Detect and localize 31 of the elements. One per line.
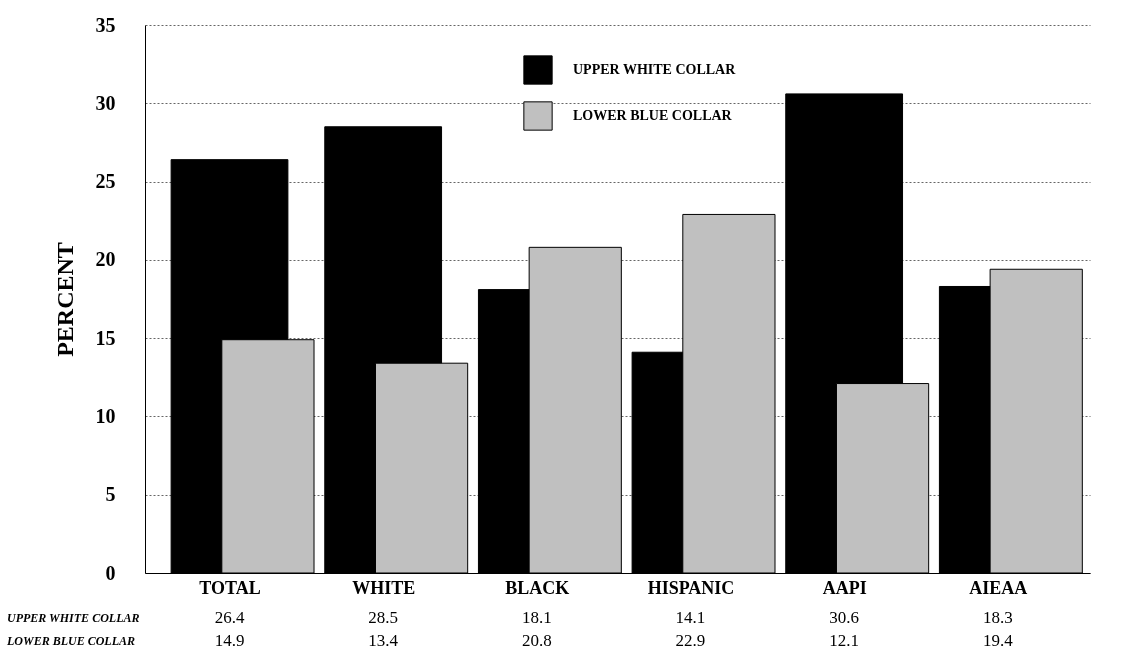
data-label: 26.4	[214, 608, 245, 627]
x-tick-label: AIEAA	[969, 577, 1028, 598]
data-label: 18.1	[521, 608, 552, 627]
data-label: 19.4	[982, 631, 1014, 650]
y-tick-label: 5	[105, 483, 116, 506]
data-label: 14.1	[675, 608, 706, 627]
data-label: 12.1	[829, 631, 860, 650]
x-tick-label: BLACK	[505, 577, 570, 598]
text: LOWER BLUE COLLAR	[7, 634, 136, 648]
data-label: 14.9	[214, 631, 245, 650]
x-tick-label: HISPANIC	[647, 577, 735, 598]
y-tick-label: 20	[95, 248, 116, 271]
legend-label: UPPER WHITE COLLAR	[573, 62, 737, 77]
y-tick-label: 35	[95, 13, 116, 36]
y-tick-label: 0	[105, 561, 116, 584]
y-tick-label: 10	[95, 404, 116, 427]
data-label: 22.9	[675, 631, 706, 650]
legend-label: LOWER BLUE COLLAR	[573, 108, 733, 123]
x-tick-label: TOTAL	[199, 577, 261, 598]
data-label: 20.8	[521, 631, 552, 650]
x-tick-label: WHITE	[352, 577, 416, 598]
x-tick-label: AAPI	[822, 577, 867, 598]
data-label: 28.5	[368, 608, 399, 627]
y-tick-label: 25	[95, 170, 116, 193]
y-tick-label: 15	[95, 326, 116, 349]
text: UPPER WHITE COLLAR	[7, 611, 140, 625]
y-tick-label: 30	[95, 91, 116, 114]
data-label: 30.6	[829, 608, 860, 627]
data-label: 18.3	[982, 608, 1013, 627]
y-axis-title: PERCENT	[51, 242, 78, 357]
data-label: 13.4	[368, 631, 399, 650]
